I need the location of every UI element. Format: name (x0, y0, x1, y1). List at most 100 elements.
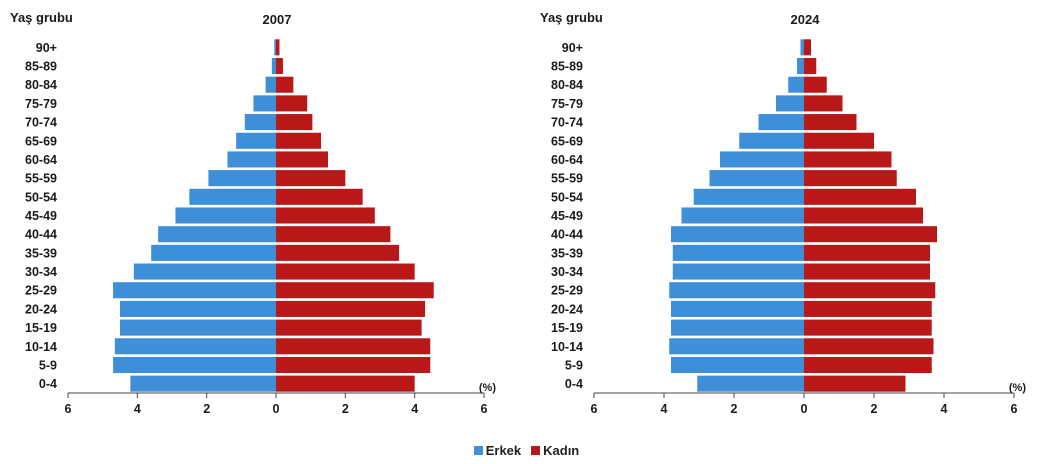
bar-female-10-14 (276, 338, 431, 355)
age-label-60-64: 60-64 (551, 153, 583, 167)
x-tick-label-2: 2 (203, 402, 210, 416)
bar-male-65-69 (236, 132, 276, 149)
bar-female-50-54 (276, 188, 363, 205)
age-label-80-84: 80-84 (25, 78, 57, 92)
x-tick-label-4: 2 (871, 402, 878, 416)
age-label-80-84: 80-84 (551, 78, 583, 92)
bar-female-40-44 (804, 226, 937, 243)
bar-male-35-39 (151, 244, 276, 261)
bar-female-5-9 (804, 356, 932, 374)
age-label-85-89: 85-89 (551, 60, 583, 74)
legend: Erkek Kadın (0, 443, 1053, 458)
x-tick-label-3: 0 (801, 402, 808, 416)
bar-male-85-89 (797, 57, 804, 75)
age-label-20-24: 20-24 (25, 302, 57, 316)
bar-male-30-34 (672, 263, 804, 280)
age-label-25-29: 25-29 (25, 284, 57, 298)
age-label-20-24: 20-24 (551, 302, 583, 316)
bar-female-90+ (276, 39, 280, 56)
x-tick-label-6: 6 (1011, 402, 1018, 416)
bar-male-10-14 (669, 338, 804, 355)
bar-female-75-79 (804, 95, 843, 112)
bar-male-25-29 (113, 282, 276, 299)
age-label-35-39: 35-39 (25, 246, 57, 260)
bar-male-70-74 (244, 114, 276, 131)
bar-male-60-64 (720, 151, 804, 168)
population-pyramids: Yaş grubu 2007 90+ 85-89 80-84 75-79 70-74 65-6… (10, 10, 1026, 416)
chart-title-2007: 2007 (263, 12, 292, 27)
bar-male-30-34 (133, 263, 276, 280)
age-label-50-54: 50-54 (551, 190, 583, 204)
bar-female-45-49 (804, 207, 923, 224)
bar-male-40-44 (158, 226, 276, 243)
bar-female-90+ (804, 39, 811, 56)
age-label-45-49: 45-49 (25, 209, 57, 223)
x-tick-label-1: 4 (134, 402, 141, 416)
bar-female-55-59 (804, 170, 897, 187)
x-tick-label-0: 6 (591, 402, 598, 416)
bar-female-80-84 (276, 76, 294, 93)
bar-female-15-19 (804, 319, 932, 336)
age-label-55-59: 55-59 (551, 172, 583, 186)
bar-female-65-69 (804, 132, 874, 149)
legend-item-female: Kadın (531, 443, 579, 458)
bar-male-55-59 (208, 170, 276, 187)
bar-female-20-24 (804, 300, 932, 317)
bar-female-15-19 (276, 319, 422, 336)
x-tick-label-4: 2 (342, 402, 349, 416)
age-label-75-79: 75-79 (25, 97, 57, 111)
age-label-25-29: 25-29 (551, 284, 583, 298)
bar-female-25-29 (804, 282, 936, 299)
bar-female-50-54 (804, 188, 916, 205)
bar-female-55-59 (276, 170, 346, 187)
y-axis-title-2024: Yaş grubu (540, 10, 603, 25)
age-label-75-79: 75-79 (551, 97, 583, 111)
bar-male-90+ (800, 39, 804, 56)
bar-female-45-49 (276, 207, 375, 224)
bar-male-50-54 (189, 188, 276, 205)
bar-female-60-64 (804, 151, 892, 168)
bar-male-5-9 (113, 356, 276, 374)
bar-male-60-64 (227, 151, 276, 168)
bar-female-75-79 (276, 95, 308, 112)
bar-female-85-89 (804, 57, 817, 75)
legend-swatch-male (473, 446, 483, 455)
x-tick-label-2: 2 (731, 402, 738, 416)
bar-male-20-24 (120, 300, 276, 317)
bar-male-45-49 (175, 207, 276, 224)
bar-male-75-79 (776, 95, 804, 112)
bar-male-80-84 (265, 76, 276, 93)
age-label-15-19: 15-19 (25, 321, 57, 335)
legend-label-female: Kadın (543, 443, 580, 458)
bar-female-65-69 (276, 132, 322, 149)
legend-label-male: Erkek (485, 443, 522, 458)
age-label-65-69: 65-69 (551, 134, 583, 148)
bar-male-0-4 (130, 375, 276, 392)
x-tick-label-5: 4 (411, 402, 418, 416)
x-axis-unit-2007: (%) (479, 382, 496, 394)
bar-male-15-19 (120, 319, 276, 336)
age-label-70-74: 70-74 (551, 116, 583, 130)
bar-female-70-74 (276, 114, 313, 131)
y-axis-title-2007: Yaş grubu (10, 10, 73, 25)
legend-item-male: Erkek (473, 443, 522, 458)
age-label-30-34: 30-34 (25, 265, 57, 279)
bar-male-55-59 (709, 170, 804, 187)
age-label-15-19: 15-19 (551, 321, 583, 335)
age-label-0-4: 0-4 (565, 377, 583, 391)
chart-title-2024: 2024 (791, 12, 821, 27)
bar-female-70-74 (804, 114, 857, 131)
age-label-5-9: 5-9 (565, 358, 583, 372)
bar-male-45-49 (681, 207, 804, 224)
age-label-35-39: 35-39 (551, 246, 583, 260)
age-label-65-69: 65-69 (25, 134, 57, 148)
age-label-0-4: 0-4 (39, 377, 57, 391)
bar-female-5-9 (276, 356, 431, 374)
bar-male-85-89 (271, 57, 276, 75)
bar-male-15-19 (671, 319, 804, 336)
age-label-30-34: 30-34 (551, 265, 583, 279)
bar-male-10-14 (114, 338, 276, 355)
bar-female-40-44 (276, 226, 391, 243)
bar-male-70-74 (758, 114, 804, 131)
x-tick-label-3: 0 (273, 402, 280, 416)
